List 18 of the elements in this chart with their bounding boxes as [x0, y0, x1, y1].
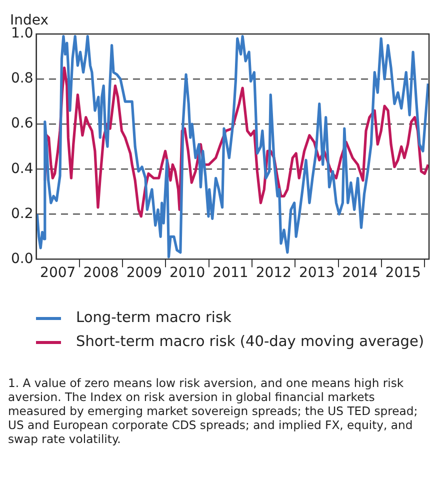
- x-tick-label: 2011: [212, 265, 248, 282]
- x-tick-label: 2014: [342, 265, 378, 282]
- y-tick-label: 0.6: [11, 116, 34, 132]
- y-tick-label: 0.2: [11, 206, 34, 222]
- x-tick-label: 2013: [298, 265, 335, 282]
- x-tick-label: 2007: [40, 265, 76, 282]
- y-tick-label: 1.0: [11, 26, 34, 42]
- y-tick-label: 0.4: [11, 160, 34, 177]
- x-tick-label: 2009: [126, 265, 162, 282]
- x-tick-label: 2008: [83, 265, 119, 282]
- text: 1. A value of zero means low risk aversion, and one means high risk aversion. The Index on risk aversion in global financial markets measured by emerging market sovereign spreads; the US TED spread; US and European corporate CDS spreads; and implied FX, equity, and swap rate volatility.: [8, 376, 419, 446]
- x-tick-label: 2012: [256, 265, 292, 282]
- legend-label: Long-term macro risk: [76, 310, 232, 326]
- legend-label: Short-term macro risk (40-day moving average): [76, 334, 424, 350]
- y-tick-label: 0.8: [11, 70, 34, 87]
- x-tick-label: 2015: [385, 265, 421, 282]
- y-tick-label: 0.0: [11, 250, 34, 267]
- x-tick-label: 2010: [169, 265, 206, 282]
